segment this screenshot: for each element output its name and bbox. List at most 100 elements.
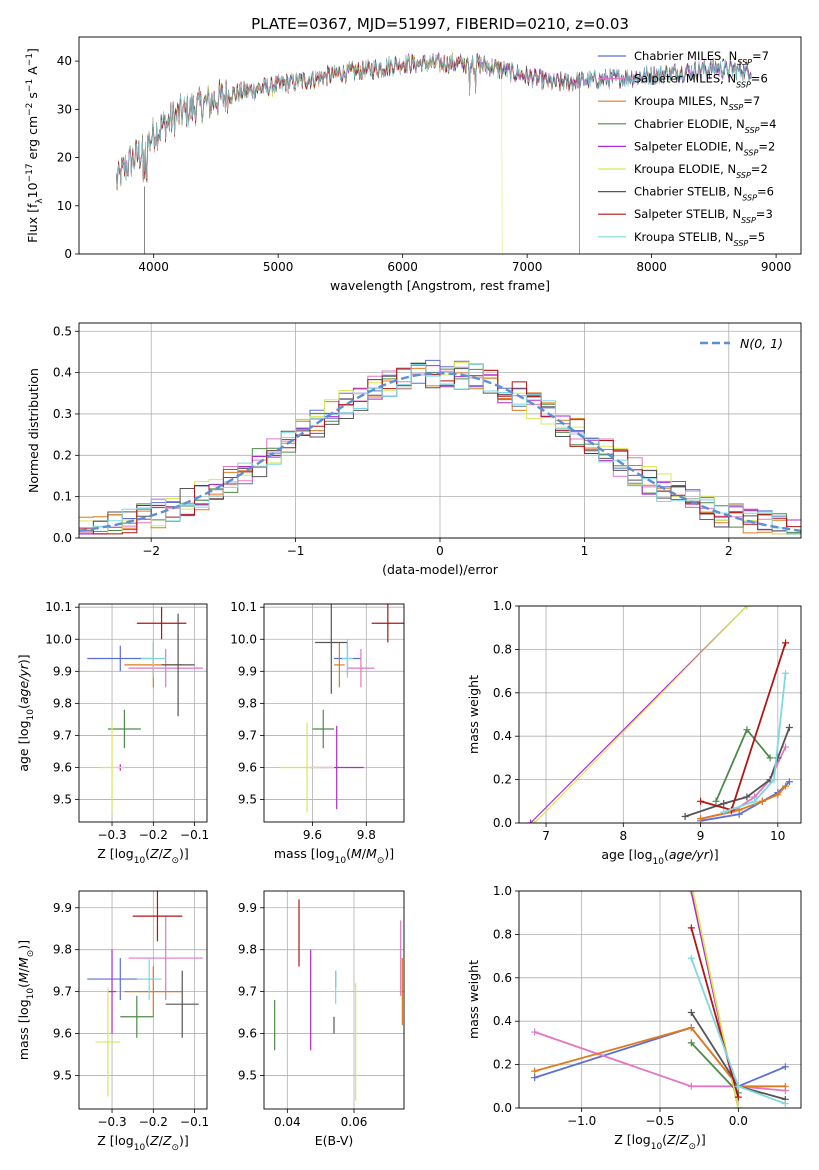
x-tick-label: 8000 — [636, 260, 667, 274]
grid — [79, 604, 207, 822]
weight-marker — [687, 1039, 695, 1047]
x-axis-label: mass [log10(M/M⊙)] — [274, 846, 394, 866]
weight-marker — [735, 806, 743, 814]
age-vs-metallicity-panel: −0.3 −0.2 −0.1 9.5 9.6 9.7 9.8 9.9 10.0 10.1 Z [lo… — [16, 600, 209, 866]
weight-marker — [734, 1104, 742, 1108]
y-tick-label: 0.0 — [493, 1101, 512, 1115]
weight-marker — [743, 606, 751, 610]
residual-legend: N(0, 1) — [700, 336, 783, 351]
weight-marker — [687, 891, 695, 895]
legend-entry: Kroupa ELODIE, NSSP=2 — [634, 162, 768, 180]
y-tick-label: 40 — [57, 54, 72, 68]
weight-marker — [697, 797, 705, 805]
errorbar-salpeter-stelib — [371, 604, 404, 643]
errorbar-chabrier-stelib — [333, 1016, 335, 1034]
legend-entry: Kroupa MILES, NSSP=7 — [634, 94, 760, 112]
y-tick-label: 0.2 — [53, 448, 72, 462]
y-tick-label: 9.7 — [238, 728, 257, 742]
x-tick-label: 6000 — [387, 260, 418, 274]
errorbar-kroupa-stelib — [140, 639, 166, 678]
weight-marker — [782, 639, 790, 647]
spectrum-salpeter-stelib — [116, 53, 580, 254]
x-axis-label: wavelength [Angstrom, rest frame] — [330, 278, 550, 293]
weight-line-chabrier-elodie — [715, 727, 771, 802]
y-axis-label: age [log10(age/yr)] — [16, 654, 36, 771]
errorbar-kroupa-elodie — [355, 983, 357, 1101]
errorbar-chabrier-stelib — [161, 613, 195, 717]
legend-entry: Salpeter STELIB, NSSP=3 — [634, 207, 773, 225]
errorbar-chabrier-elodie — [312, 709, 334, 749]
errorbar-kroupa-elodie — [95, 987, 121, 1097]
errorbar-chabrier-stelib — [315, 604, 348, 694]
y-tick-label: 9.6 — [53, 1027, 72, 1041]
weight-marker — [531, 1028, 539, 1036]
y-tick-label: 0.0 — [53, 531, 72, 545]
x-tick-label: 7 — [542, 829, 550, 843]
x-axis-label: age [log10(age/yr)] — [601, 847, 718, 867]
axes-frame — [518, 890, 802, 1109]
axes-frame — [78, 322, 802, 539]
weight-marker — [743, 793, 751, 801]
errorbar-salpeter-stelib — [132, 891, 183, 942]
weight-marker — [743, 726, 751, 734]
x-tick-label: −0.1 — [180, 1115, 209, 1129]
y-tick-label: 0.0 — [493, 816, 512, 830]
y-tick-label: 10.1 — [230, 600, 257, 614]
x-tick-label: −1.0 — [567, 1114, 596, 1128]
y-tick-label: 9.5 — [238, 1068, 257, 1082]
weight-marker — [782, 782, 790, 790]
weight-marker — [527, 819, 535, 823]
x-tick-label: 9.8 — [357, 828, 376, 842]
y-tick-label: 9.7 — [53, 728, 72, 742]
weight-marker — [782, 669, 790, 677]
mass-vs-metallicity-panel: −0.3 −0.2 −0.1 9.5 9.6 9.7 9.8 9.9 Z [log10(Z/Z⊙… — [16, 890, 209, 1153]
weight-marker — [766, 754, 774, 762]
y-tick-label: 9.8 — [238, 943, 257, 957]
grid — [79, 891, 207, 1109]
x-tick-label: 9 — [697, 829, 705, 843]
x-tick-label: 5000 — [263, 260, 294, 274]
x-tick-label: −0.1 — [180, 828, 209, 842]
errorbar-salpeter-stelib — [136, 607, 187, 640]
y-axis-label: mass [log10(M/M⊙)] — [16, 940, 36, 1060]
errorbars — [87, 607, 203, 813]
legend-entry: Salpeter ELODIE, NSSP=2 — [634, 139, 775, 157]
y-tick-label: 9.9 — [238, 664, 257, 678]
errorbars — [274, 899, 403, 1101]
weight-marker — [687, 954, 695, 962]
errorbar-kroupa-elodie — [99, 722, 125, 813]
weight-line-kroupa-miles — [534, 1026, 786, 1088]
errorbar-salpeter-miles — [347, 648, 375, 688]
weight-marker — [687, 1024, 695, 1032]
y-tick-label: 10.0 — [230, 632, 257, 646]
errorbar-chabrier-elodie — [120, 995, 154, 1038]
y-tick-label: 9.9 — [238, 901, 257, 915]
errorbar-chabrier-elodie — [274, 1000, 276, 1051]
weight-vs-metallicity-panel: −1.0 −0.5 0.0 0.0 0.2 0.4 0.6 0.8 1.0 Z [log10(Z/… — [466, 884, 802, 1152]
weight-line-kroupa-elodie — [534, 606, 748, 823]
y-tick-label: 9.5 — [53, 793, 72, 807]
y-tick-label: 10.1 — [45, 600, 72, 614]
y-axis-label: mass weight — [466, 960, 481, 1039]
y-tick-label: 9.8 — [53, 943, 72, 957]
errorbar-salpeter-miles — [128, 648, 203, 688]
weight-marker — [770, 776, 778, 784]
x-tick-label: −1 — [287, 544, 305, 558]
y-tick-label: 9.8 — [238, 696, 257, 710]
weight-marker — [781, 1082, 789, 1090]
y-tick-label: 0.8 — [493, 927, 512, 941]
legend-entry: N(0, 1) — [740, 336, 783, 351]
weight-marker — [785, 778, 793, 786]
x-tick-label: −0.3 — [97, 828, 126, 842]
x-axis-label: (data-model)/error — [382, 562, 499, 577]
y-tick-label: 1.0 — [493, 599, 512, 613]
residual-histogram-panel: −2 −1 0 1 2 0.0 0.1 0.2 0.3 0.4 0.5 (data-model)/er… — [26, 322, 802, 577]
weight-marker — [712, 797, 720, 805]
axes-frame — [263, 890, 405, 1110]
weight-marker — [758, 797, 766, 805]
y-tick-label: 9.8 — [53, 696, 72, 710]
spectrum-legend: Chabrier MILES, NSSP=7 Salpeter MILES, NS… — [598, 49, 776, 247]
grid — [519, 605, 801, 824]
x-tick-label: 7000 — [512, 260, 543, 274]
y-tick-label: 0.3 — [53, 407, 72, 421]
